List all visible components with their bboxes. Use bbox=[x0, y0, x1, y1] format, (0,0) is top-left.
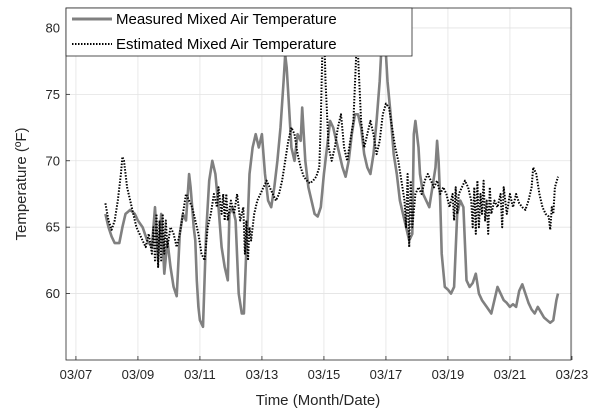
legend-box bbox=[65, 7, 413, 57]
legend: Measured Mixed Air Temperature Estimated… bbox=[65, 7, 413, 57]
x-tick-label: 03/17 bbox=[370, 367, 403, 382]
x-tick-label: 03/15 bbox=[308, 367, 341, 382]
x-tick-label: 03/23 bbox=[556, 367, 589, 382]
y-tick-label: 75 bbox=[46, 87, 60, 102]
x-tick-label: 03/19 bbox=[432, 367, 465, 382]
y-tick-label: 80 bbox=[46, 20, 60, 35]
plot-area bbox=[66, 8, 571, 360]
x-axis-title: Time (Month/Date) bbox=[256, 392, 380, 409]
y-tick-label: 60 bbox=[46, 286, 60, 301]
x-tick-label: 03/07 bbox=[60, 367, 93, 382]
x-tick-label: 03/21 bbox=[494, 367, 527, 382]
legend-label-measured: Measured Mixed Air Temperature bbox=[116, 11, 337, 28]
legend-label-estimated: Estimated Mixed Air Temperature bbox=[116, 36, 337, 53]
y-axis-title: Temperature (ºF) bbox=[13, 127, 30, 240]
series-line-measured bbox=[104, 20, 560, 329]
y-tick-label: 70 bbox=[46, 153, 60, 168]
x-tick-label: 03/09 bbox=[122, 367, 155, 382]
series-line-estimated bbox=[104, 20, 559, 268]
series-layer bbox=[104, 20, 560, 329]
axis-ticks: 03/07 03/09 03/11 03/13 03/15 03/17 03/19 03/21… bbox=[46, 20, 589, 382]
x-tick-label: 03/13 bbox=[246, 367, 279, 382]
x-tick-label: 03/11 bbox=[184, 367, 216, 382]
y-tick-label: 65 bbox=[46, 220, 60, 235]
